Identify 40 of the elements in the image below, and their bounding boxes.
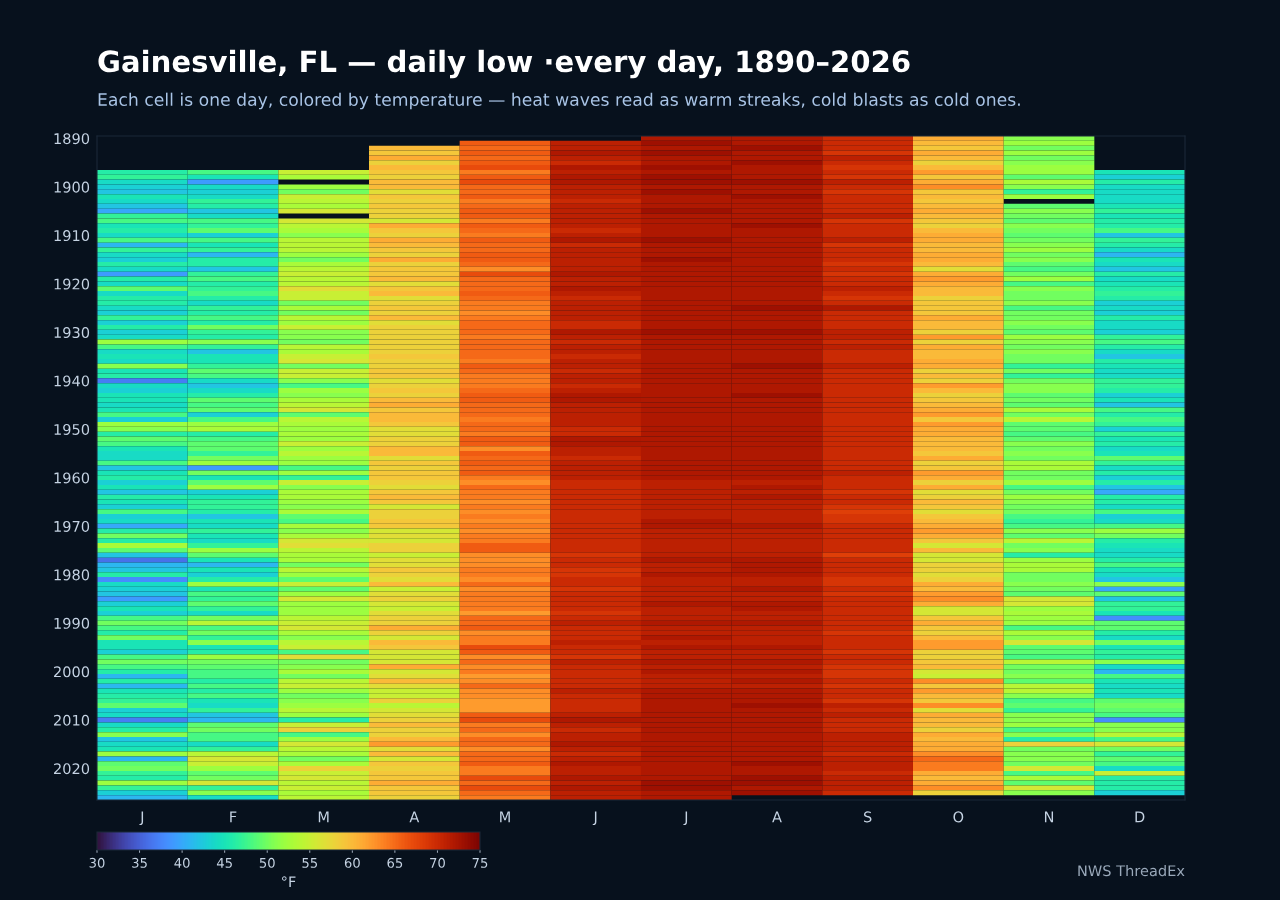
x-tick-label: D	[1135, 811, 1145, 823]
y-tick-label: 2010	[54, 714, 90, 726]
x-tick-label: F	[230, 811, 237, 823]
y-tick-label: 2000	[54, 666, 90, 678]
y-tick-label: 1980	[54, 569, 90, 581]
color-bar-label: 70	[430, 857, 445, 868]
color-bar-label: 45	[216, 858, 232, 868]
y-tick-label: 1910	[54, 230, 90, 242]
x-tick-label: A	[772, 811, 782, 823]
y-tick-label: 1890	[54, 133, 90, 145]
color-bar-label: 50	[259, 857, 275, 868]
x-tick-label: M	[500, 811, 510, 823]
chart-subtitle: Each cell is one day, colored by temperature — heat waves read as warm streaks, cold blasts as cold ones.	[98, 92, 1020, 110]
y-tick-label: 1920	[54, 278, 90, 290]
y-tick-label: 1990	[54, 617, 90, 629]
y-tick-label: 1950	[54, 423, 90, 435]
chart-title: Gainesville, FL — daily low ·every day, 1890–2026	[98, 49, 910, 79]
color-bar-label: 30	[89, 857, 105, 868]
x-tick-label: A	[409, 811, 420, 823]
color-bar-title: °F	[282, 876, 296, 888]
x-tick-label: O	[953, 811, 964, 823]
y-tick-label: 2020	[54, 763, 90, 775]
y-tick-label: 1960	[54, 472, 90, 484]
x-tick-label: S	[864, 811, 872, 823]
color-bar-label: 60	[344, 857, 360, 868]
y-tick-label: 1930	[54, 327, 90, 339]
x-tick-label: J	[139, 811, 144, 826]
y-tick-label: 1970	[54, 520, 90, 532]
color-bar-label: 65	[387, 857, 403, 868]
text: NWS ThreadEx	[1078, 864, 1185, 877]
y-tick-label: 1940	[54, 375, 90, 387]
x-tick-label: J	[683, 811, 688, 826]
color-bar-label: 40	[174, 857, 190, 868]
x-tick-label: N	[1044, 811, 1054, 823]
x-tick-label: J	[592, 811, 597, 826]
color-bar-label: 55	[302, 858, 318, 868]
x-tick-label: M	[318, 811, 329, 823]
y-tick-label: 1900	[54, 181, 90, 193]
color-bar-label: 35	[132, 857, 147, 868]
color-bar-label: 75	[472, 858, 488, 868]
